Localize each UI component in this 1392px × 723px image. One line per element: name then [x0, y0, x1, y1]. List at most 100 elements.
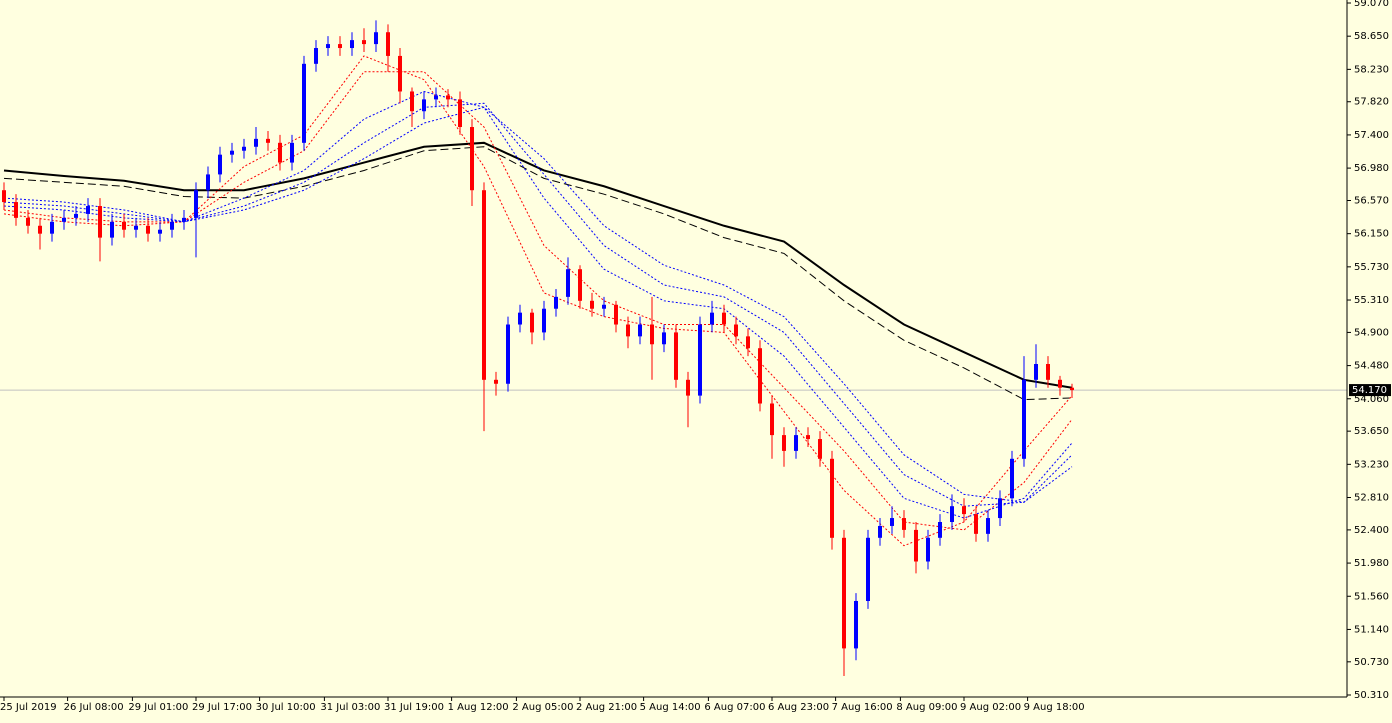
candle-body [182, 217, 186, 222]
candle-body [422, 99, 426, 112]
y-tick-label: 57.400 [1354, 130, 1389, 141]
y-tick-label: 55.730 [1354, 262, 1389, 273]
x-tick-label: 9 Aug 02:00 [960, 702, 1021, 713]
y-tick-label: 53.230 [1354, 459, 1389, 470]
y-tick-label: 56.980 [1354, 163, 1389, 174]
y-tick-label: 58.650 [1354, 31, 1389, 42]
candle-body [566, 269, 570, 297]
candle-body [278, 142, 282, 163]
candle-body [950, 506, 954, 522]
x-tick-label: 6 Aug 07:00 [704, 702, 765, 713]
candle-body [266, 138, 270, 143]
moving-average-line [3, 141, 1073, 389]
candle-body [722, 312, 726, 325]
y-tick-label: 51.560 [1354, 591, 1389, 602]
x-tick-label: 5 Aug 14:00 [640, 702, 701, 713]
y-tick-label: 55.310 [1354, 295, 1389, 306]
candle-body [758, 348, 762, 404]
candle-body [506, 324, 510, 384]
candle-body [662, 332, 666, 345]
x-tick-label: 2 Aug 21:00 [576, 702, 637, 713]
candle-body [386, 32, 390, 56]
candle-body [350, 40, 354, 49]
candle-body [914, 529, 918, 562]
candle-body [218, 154, 222, 175]
candle-body [698, 324, 702, 396]
candle-body [230, 150, 234, 155]
candle-body [74, 213, 78, 218]
candle-body [554, 296, 558, 309]
y-tick-label: 50.730 [1354, 657, 1389, 668]
y-tick-label: 56.150 [1354, 229, 1389, 240]
candle-body [470, 127, 474, 191]
candle-body [518, 312, 522, 325]
x-tick-label: 7 Aug 16:00 [832, 702, 893, 713]
candle-body [602, 304, 606, 309]
candle-body [26, 217, 30, 226]
x-tick-label: 31 Jul 19:00 [384, 702, 444, 713]
x-tick-label: 31 Jul 03:00 [320, 702, 380, 713]
candle-body [590, 300, 594, 309]
y-tick-label: 54.900 [1354, 327, 1389, 338]
candle-body [626, 324, 630, 337]
candle-body [158, 229, 162, 234]
candle-body [494, 379, 498, 384]
candle-body [434, 95, 438, 100]
candle-body [938, 522, 942, 538]
candle-body [62, 217, 66, 222]
candle-body [194, 190, 198, 218]
candle-body [686, 379, 690, 396]
y-tick-label: 54.060 [1354, 394, 1389, 405]
y-tick-label: 52.400 [1354, 525, 1389, 536]
current-price-tag [1349, 384, 1391, 397]
candle-body [2, 190, 6, 203]
candle-body [374, 32, 378, 45]
candle-body [362, 40, 366, 45]
candle-body [242, 146, 246, 151]
candle-body [650, 324, 654, 345]
candle-body [314, 48, 318, 64]
candle-body [878, 525, 882, 538]
candle-body [1070, 387, 1074, 391]
y-tick-label: 52.810 [1354, 493, 1389, 504]
candle-body [1022, 379, 1026, 459]
candle-body [794, 435, 798, 451]
candle-body [446, 95, 450, 100]
candle-body [98, 206, 102, 238]
candle-body [866, 537, 870, 601]
candle-body [614, 304, 618, 325]
candle-body [530, 312, 534, 333]
x-tick-label: 8 Aug 09:00 [896, 702, 957, 713]
candle-body [50, 221, 54, 234]
candle-body [974, 514, 978, 534]
candle-body [290, 142, 294, 163]
x-tick-label: 29 Jul 01:00 [128, 702, 188, 713]
candle-body [734, 324, 738, 337]
candle-body [86, 206, 90, 214]
candle-body [674, 332, 678, 380]
candle-body [38, 225, 42, 234]
x-tick-label: 30 Jul 10:00 [256, 702, 316, 713]
candle-body [818, 439, 822, 459]
y-tick-label: 53.650 [1354, 426, 1389, 437]
candle-body [998, 498, 1002, 519]
y-tick-label: 50.310 [1354, 690, 1389, 701]
x-tick-label: 26 Jul 08:00 [64, 702, 124, 713]
candle-body [170, 221, 174, 230]
candle-body [302, 63, 306, 143]
y-tick-label: 51.140 [1354, 624, 1389, 635]
candle-body [854, 600, 858, 649]
x-tick-label: 9 Aug 18:00 [1024, 702, 1085, 713]
candle-body [830, 458, 834, 538]
candle-body [1034, 364, 1038, 380]
y-tick-label: 58.230 [1354, 64, 1389, 75]
y-tick-label: 51.980 [1354, 558, 1389, 569]
x-tick-label: 29 Jul 17:00 [192, 702, 252, 713]
candle-body [398, 55, 402, 92]
candle-body [122, 221, 126, 230]
x-tick-label: 6 Aug 23:00 [768, 702, 829, 713]
candle-body [482, 190, 486, 380]
candle-body [1058, 379, 1062, 388]
candle-body [782, 435, 786, 451]
